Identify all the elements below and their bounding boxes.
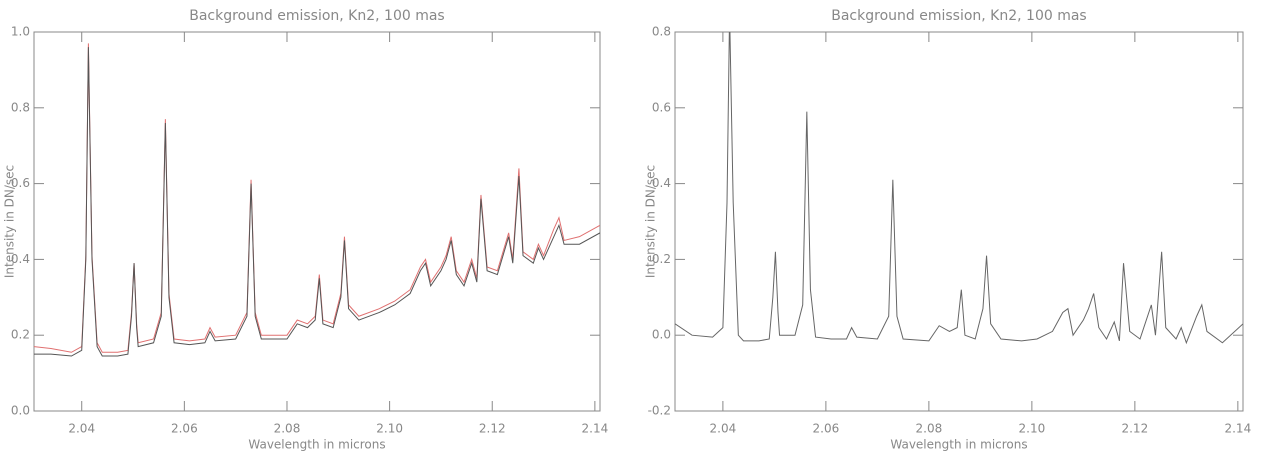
x-tick-label: 2.12 <box>1121 422 1148 436</box>
x-tick-label: 2.14 <box>1224 422 1251 436</box>
y-axis-label: Intensity in DN/sec <box>644 165 658 278</box>
x-tick-label: 2.04 <box>68 422 95 436</box>
x-tick-label: 2.08 <box>274 422 301 436</box>
x-tick-label: 2.08 <box>916 422 943 436</box>
y-tick-label: 0.6 <box>652 100 671 114</box>
y-tick-label: 0.6 <box>11 176 30 190</box>
chart-title: Background emission, Kn2, 100 mas <box>831 8 1086 24</box>
y-tick-label: 0.0 <box>652 328 671 342</box>
x-tick-label: 2.14 <box>582 422 609 436</box>
plot-frame <box>33 31 601 412</box>
y-tick-label: 0.4 <box>652 176 671 190</box>
x-axis-label: Wavelength in microns <box>890 438 1027 452</box>
plot-frame <box>674 31 1244 412</box>
chart-panel: Background emission, Kn2, 100 mas Wavelen… <box>644 8 1252 452</box>
y-tick-label: 0.4 <box>11 252 30 266</box>
y-tick-label: -0.2 <box>648 404 671 418</box>
y-tick-label: 0.2 <box>652 252 671 266</box>
y-tick-label: 0.0 <box>11 404 30 418</box>
chart-title: Background emission, Kn2, 100 mas <box>189 8 444 24</box>
x-tick-label: 2.10 <box>376 422 403 436</box>
x-tick-label: 2.10 <box>1019 422 1046 436</box>
y-tick-label: 0.8 <box>11 100 30 114</box>
chart-panel: Background emission, Kn2, 100 mas Wavelen… <box>3 8 609 452</box>
spectrum-line <box>675 32 1243 345</box>
y-axis-label: Intensity in DN/sec <box>3 165 17 278</box>
x-tick-label: 2.06 <box>171 422 198 436</box>
spectrum-line <box>34 47 600 357</box>
x-tick-label: 2.06 <box>813 422 840 436</box>
y-tick-label: 0.8 <box>652 25 671 39</box>
x-axis-label: Wavelength in microns <box>248 438 385 452</box>
x-tick-label: 2.04 <box>710 422 737 436</box>
x-tick-label: 2.12 <box>479 422 506 436</box>
y-tick-label: 0.2 <box>11 328 30 342</box>
y-tick-label: 1.0 <box>11 25 30 39</box>
